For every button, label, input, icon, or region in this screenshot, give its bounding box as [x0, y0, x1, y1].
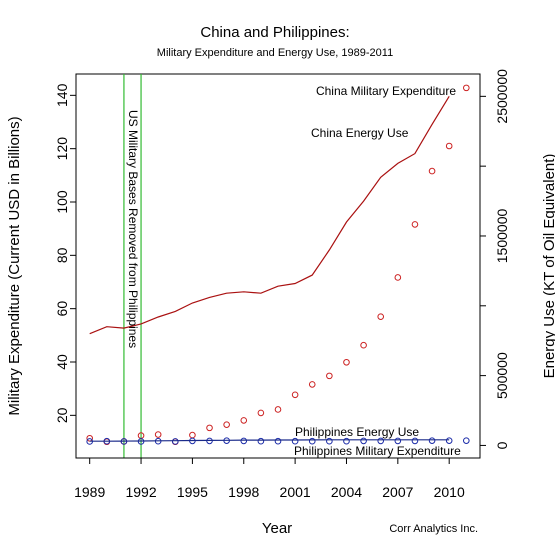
series-line-china-energy-use: [89, 95, 450, 335]
left-tick-label-80: 80: [54, 247, 70, 263]
point-philippines-military-expenditure-2005: [360, 437, 367, 445]
point-china-military-expenditure-2005: [360, 341, 367, 349]
point-philippines-military-expenditure-2003: [326, 437, 333, 445]
point-china-military-expenditure-1996: [206, 424, 213, 432]
annotation-philippines-energy: Philippines Energy Use: [295, 425, 419, 439]
bottom-tick-label-2004: 2004: [331, 484, 362, 500]
point-china-military-expenditure-2010: [445, 142, 453, 150]
point-china-military-expenditure-2003: [326, 372, 333, 380]
point-china-military-expenditure-2006: [377, 313, 385, 320]
point-philippines-military-expenditure-2004: [343, 437, 350, 445]
left-tick-label-120: 120: [54, 137, 70, 161]
vertical-marker-lines: [123, 74, 142, 458]
point-philippines-military-expenditure-2007: [394, 437, 402, 445]
bottom-axis: 1989 1992 1995 1998 2001 2004 2007 2010: [74, 457, 465, 500]
right-tick-label-500000: 500000: [494, 352, 510, 399]
point-china-military-expenditure-2008: [411, 221, 419, 228]
point-philippines-military-expenditure-1994: [171, 438, 179, 445]
point-china-military-expenditure-2007: [394, 274, 402, 281]
annotation-china-military: China Military Expenditure: [316, 84, 456, 98]
x-axis-label: Year: [262, 520, 292, 537]
series-layer: [86, 84, 470, 446]
point-philippines-military-expenditure-2011: [463, 437, 470, 444]
left-tick-label-20: 20: [54, 407, 70, 423]
point-philippines-military-expenditure-1998: [240, 437, 248, 445]
point-china-military-expenditure-1989: [86, 434, 93, 442]
point-china-military-expenditure-2011: [463, 84, 470, 92]
bottom-tick-label-2010: 2010: [434, 484, 465, 500]
point-philippines-military-expenditure-2000: [274, 437, 282, 445]
left-axis: 20 40 60 80 100 120 140: [54, 83, 77, 423]
left-tick-label-60: 60: [54, 301, 70, 317]
annotation-philippines-military: Philippines Military Expenditure: [294, 444, 461, 458]
bottom-tick-label-2001: 2001: [280, 484, 311, 500]
bottom-tick-label-1992: 1992: [125, 484, 156, 500]
series-line-philippines-energy-use: [89, 439, 450, 442]
bottom-tick-label-1998: 1998: [228, 484, 259, 500]
bottom-tick-label-1995: 1995: [177, 484, 208, 500]
right-tick-label-1500000: 1500000: [494, 209, 510, 264]
left-tick-label-100: 100: [54, 190, 70, 214]
point-philippines-military-expenditure-2006: [377, 437, 385, 445]
left-tick-label-140: 140: [54, 83, 70, 107]
point-philippines-military-expenditure-2009: [428, 437, 436, 444]
y-axis-label-right: Energy Use (KT of Oil Equivalent): [541, 154, 555, 379]
point-china-military-expenditure-2002: [308, 381, 316, 388]
chart-subtitle: Military Expenditure and Energy Use, 198…: [157, 47, 393, 59]
credit-text: Corr Analytics Inc.: [389, 523, 478, 535]
right-tick-label-0: 0: [494, 441, 510, 449]
point-philippines-military-expenditure-1999: [257, 437, 265, 445]
point-china-military-expenditure-2001: [291, 391, 299, 399]
right-axis: 0 500000 1500000 2500000: [479, 69, 510, 449]
point-china-military-expenditure-1999: [257, 409, 265, 417]
left-tick-label-40: 40: [54, 354, 70, 370]
point-china-military-expenditure-2000: [274, 406, 282, 413]
point-china-military-expenditure-2004: [343, 358, 350, 366]
point-china-military-expenditure-1997: [223, 421, 230, 428]
point-china-military-expenditure-1995: [189, 431, 196, 439]
chart-title: China and Philippines:: [200, 24, 349, 41]
bottom-tick-label-2007: 2007: [382, 484, 413, 500]
right-tick-label-2500000: 2500000: [494, 69, 510, 124]
point-philippines-military-expenditure-2002: [308, 437, 316, 445]
y-axis-label-left: Military Expenditure (Current USD in Bil…: [6, 116, 23, 415]
point-philippines-military-expenditure-2001: [291, 437, 299, 445]
point-china-military-expenditure-1998: [240, 417, 248, 424]
annotation-us-bases: US Military Bases Removed from Philippin…: [126, 110, 140, 348]
bottom-tick-label-1989: 1989: [74, 484, 105, 500]
point-china-military-expenditure-2009: [428, 167, 436, 175]
point-philippines-military-expenditure-2008: [411, 437, 419, 445]
point-philippines-military-expenditure-2010: [445, 437, 453, 444]
point-china-military-expenditure-1993: [154, 431, 162, 438]
annotation-china-energy: China Energy Use: [311, 126, 409, 140]
